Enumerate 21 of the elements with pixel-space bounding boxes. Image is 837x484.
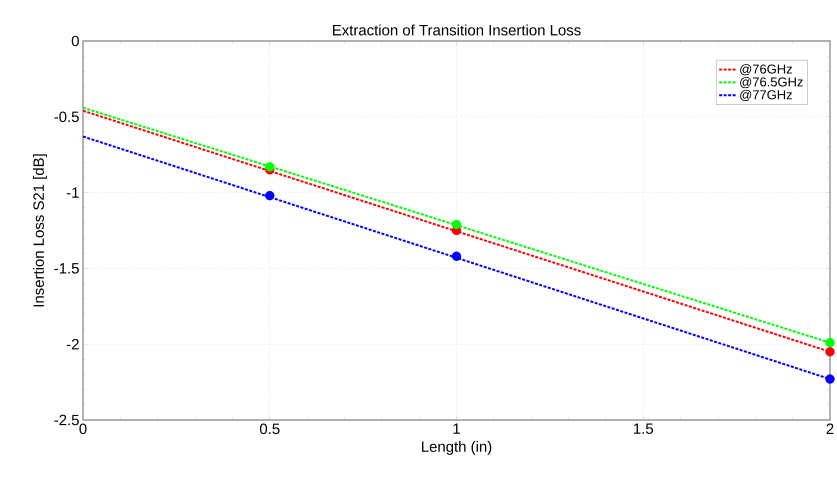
point xyxy=(452,252,462,261)
x-tick-label: 2 xyxy=(826,424,834,434)
y-tick-label: -1 xyxy=(66,187,79,198)
legend-label: @76GHz xyxy=(740,64,792,76)
chart-title: Extraction of Transition Insertion Loss xyxy=(332,24,581,36)
x-tick-label: 1.5 xyxy=(634,424,654,434)
x-axis-title: Length (in) xyxy=(422,440,492,455)
x-tick-label: 0 xyxy=(79,424,87,434)
y-tick-label: 0 xyxy=(72,36,79,46)
y-tick-label: -2 xyxy=(66,338,79,350)
y-tick-label: -0.5 xyxy=(54,111,79,122)
y-axis-title: Insertion Loss S21 [dB] xyxy=(32,154,47,306)
x-tick-label: 0.5 xyxy=(260,424,280,434)
x-tick-label: 1 xyxy=(453,424,460,434)
point xyxy=(265,190,274,200)
legend-label: @77GHz xyxy=(740,90,792,102)
point xyxy=(265,162,274,172)
legend-label: @76.5GHz xyxy=(740,76,803,88)
y-tick-label: -1.5 xyxy=(54,263,79,274)
y-tick-label: -2.5 xyxy=(54,414,79,426)
point xyxy=(452,220,462,230)
